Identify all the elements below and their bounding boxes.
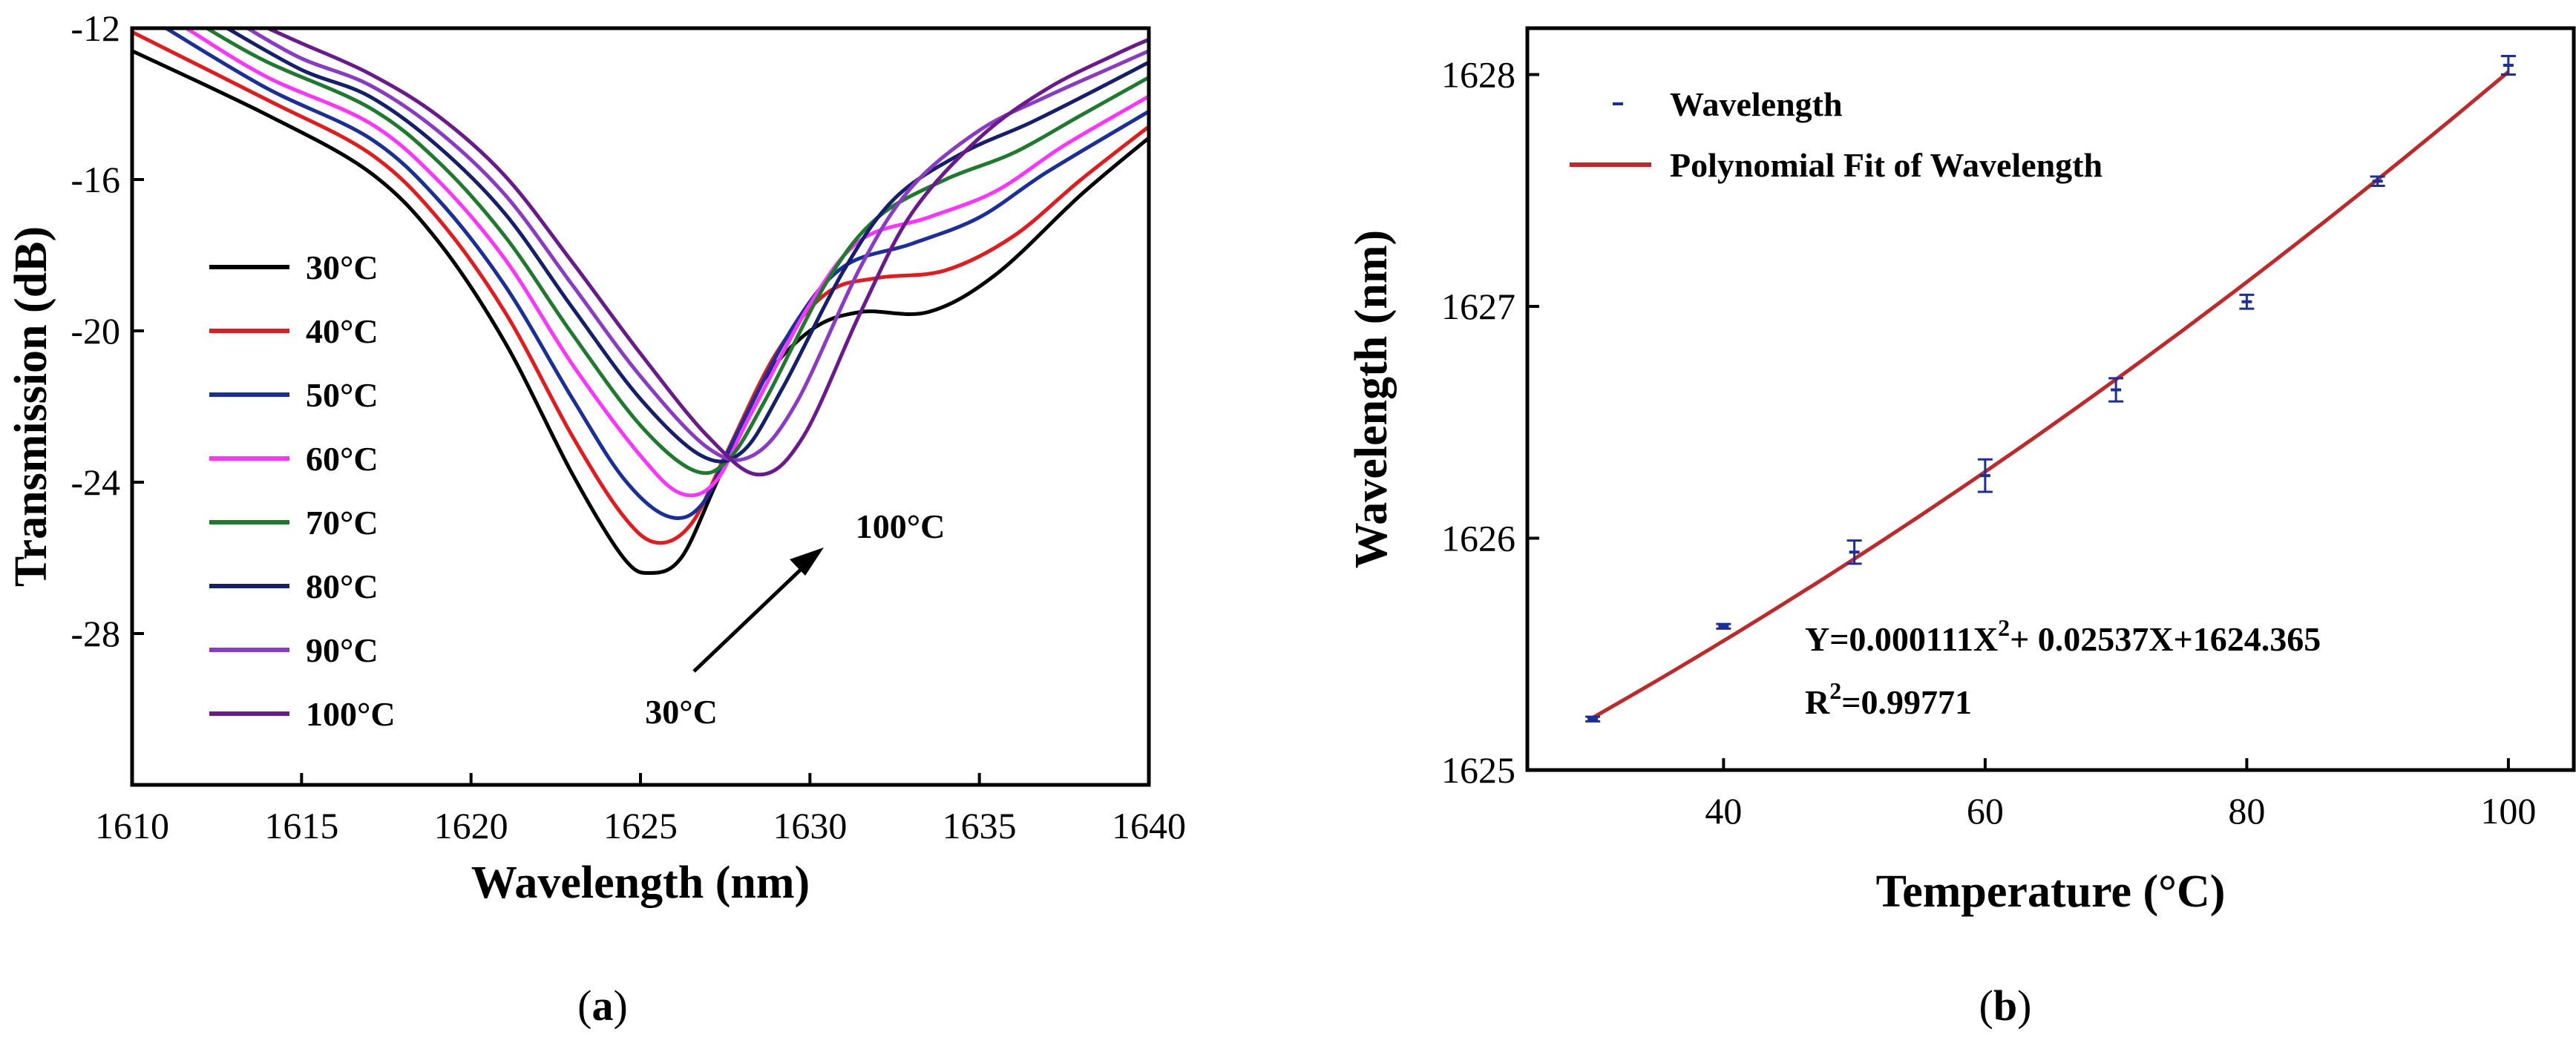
equation-suffix: + 0.02537X+1624.365 <box>2010 620 2321 658</box>
panel-a-x-ticks: 1610 1615 1620 1625 1630 1635 1640 <box>95 773 1186 846</box>
legend-label-60c: 60°C <box>306 440 378 478</box>
x-tick-label: 1615 <box>264 805 338 846</box>
data-point <box>1585 715 1601 723</box>
data-point <box>2370 175 2385 187</box>
series-line-70c <box>206 28 1149 476</box>
legend-label-90c: 90°C <box>306 631 378 669</box>
panel-a-legend: 30°C 40°C 50°C 60°C 70°C 80°C 90°C 100°C <box>209 249 396 733</box>
legend-label-30c: 30°C <box>306 249 378 286</box>
x-tick-label: 1625 <box>603 805 678 846</box>
panel-b-label-letter: b <box>1993 981 2017 1030</box>
panel-b-legend: Wavelength Polynomial Fit of Wavelength <box>1570 85 2103 184</box>
r2-prefix: R <box>1805 683 1830 721</box>
panel-a-plot-frame <box>130 26 1151 787</box>
data-point <box>2239 293 2255 310</box>
y-tick-label: -12 <box>71 7 120 49</box>
y-tick-label: -16 <box>71 159 120 200</box>
panel-b-y-ticks: 1625 1626 1627 1628 <box>1441 54 1539 791</box>
panel-a-label: (a) <box>577 981 628 1030</box>
panel-b-plot-frame <box>1525 26 2576 772</box>
series-line-50c <box>165 28 1149 521</box>
legend-label-70c: 70°C <box>306 504 378 542</box>
panel-b-r-squared: R2=0.99771 <box>1805 677 1972 721</box>
legend-label-80c: 80°C <box>306 568 378 605</box>
data-point <box>1977 458 1993 493</box>
series-line-80c <box>226 28 1149 464</box>
y-tick-label: -20 <box>71 310 120 352</box>
data-point <box>1846 539 1862 565</box>
x-tick-label: 1635 <box>943 805 1017 846</box>
legend-label-50c: 50°C <box>306 376 378 414</box>
legend-wavelength-label: Wavelength <box>1670 85 1843 123</box>
x-tick-label: 80 <box>2228 790 2265 832</box>
x-tick-label: 60 <box>1967 790 2004 832</box>
series-line-60c <box>185 28 1149 498</box>
equation-power: 2 <box>1998 614 2010 641</box>
panel-a-annotation-30c: 30°C <box>645 693 718 731</box>
panel-b-y-axis-label: Wavelength (nm) <box>1346 230 1397 568</box>
equation-prefix: Y=0.000111X <box>1805 620 1998 658</box>
data-point <box>2108 377 2124 403</box>
series-line-90c <box>246 28 1149 462</box>
panel-b-data-points <box>1585 55 2516 723</box>
y-tick-label: 1626 <box>1441 518 1515 559</box>
data-point <box>2500 55 2516 76</box>
panel-b-equation: Y=0.000111X2+ 0.02537X+1624.365 <box>1805 614 2321 658</box>
panel-b-chart: 40 60 80 100 1625 1626 1627 1628 Temperature (… <box>1346 26 2576 1030</box>
x-tick-label: 40 <box>1705 790 1742 832</box>
panel-a-annotation-100c: 100°C <box>856 507 945 545</box>
x-tick-label: 100 <box>2480 790 2536 832</box>
legend-label-100c: 100°C <box>306 695 396 733</box>
y-tick-label: 1625 <box>1441 749 1515 791</box>
panel-b-fit-line <box>1591 70 2510 720</box>
panel-a-x-axis-label: Wavelength (nm) <box>471 858 810 908</box>
panel-a-label-letter: a <box>592 981 614 1030</box>
x-tick-label: 1640 <box>1112 805 1186 846</box>
r2-power: 2 <box>1829 677 1841 704</box>
y-tick-label: 1628 <box>1441 54 1515 96</box>
x-tick-label: 1610 <box>95 805 169 846</box>
panel-a-y-axis-label: Transmission (dB) <box>6 226 56 587</box>
series-line-30c <box>132 49 1149 575</box>
panel-b-x-ticks: 40 60 80 100 <box>1705 758 2536 832</box>
panel-a-chart: 1610 1615 1620 1625 1630 1635 1640 -12 -16 -20 -2… <box>6 7 1186 1030</box>
panel-b-x-axis-label: Temperature (°C) <box>1876 866 2226 917</box>
series-line-100c <box>266 28 1149 477</box>
panel-a-shift-arrow <box>692 547 824 673</box>
panel-a-y-ticks: -12 -16 -20 -24 -28 <box>71 7 144 654</box>
data-point <box>1716 622 1731 630</box>
panel-a-series-group <box>132 28 1149 575</box>
x-tick-label: 1620 <box>434 805 508 846</box>
legend-fit-label: Polynomial Fit of Wavelength <box>1670 146 2103 184</box>
x-tick-label: 1630 <box>773 805 847 846</box>
y-tick-label: 1627 <box>1441 286 1515 327</box>
series-line-40c <box>132 30 1149 545</box>
r2-suffix: =0.99771 <box>1841 683 1972 721</box>
y-tick-label: -28 <box>71 613 120 654</box>
legend-label-40c: 40°C <box>306 312 378 350</box>
panel-b-label: (b) <box>1979 981 2032 1030</box>
y-tick-label: -24 <box>71 461 120 503</box>
